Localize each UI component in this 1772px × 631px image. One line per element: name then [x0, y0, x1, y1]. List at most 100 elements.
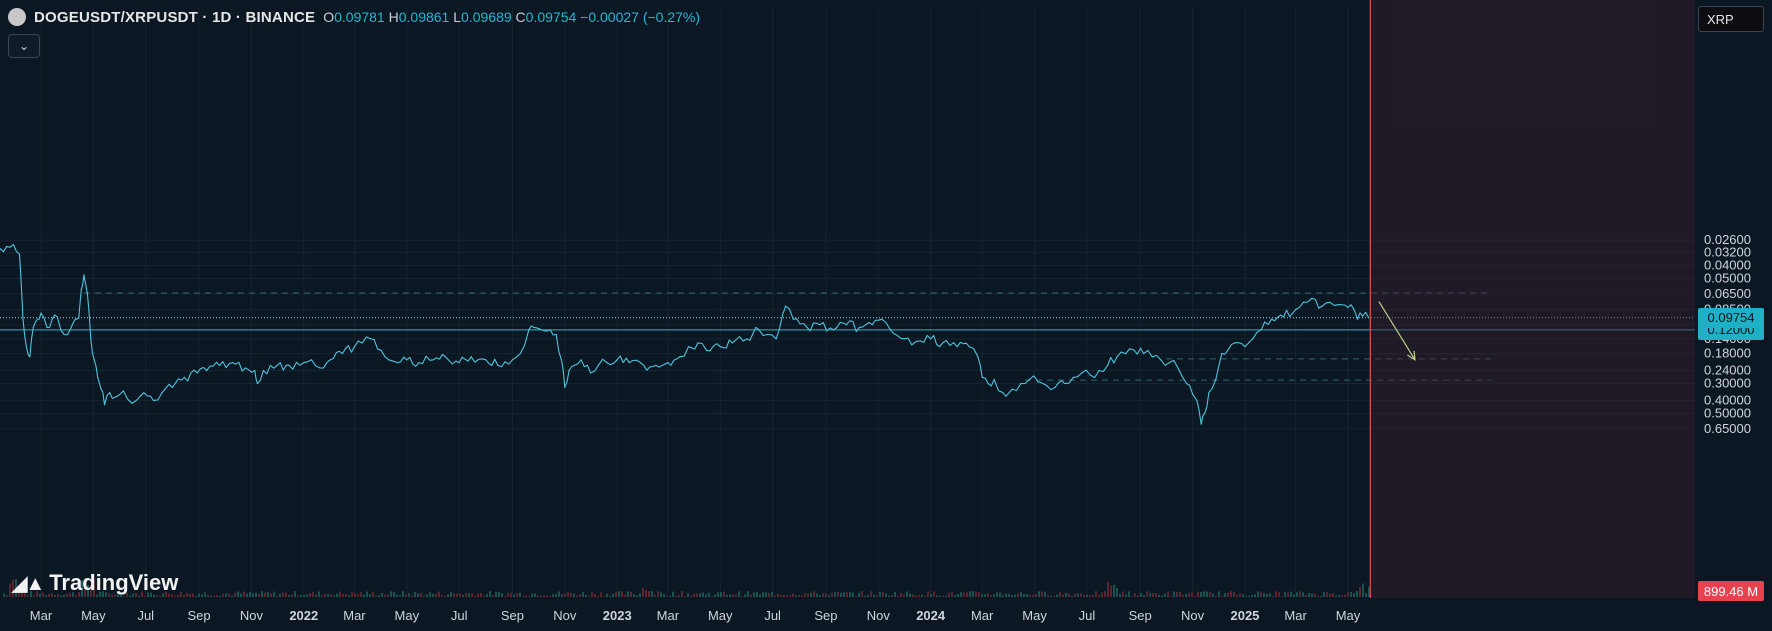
volume-bar	[1230, 591, 1232, 597]
volume-bar	[996, 592, 998, 597]
data-point	[1045, 384, 1048, 387]
volume-bar	[1251, 594, 1253, 597]
volume-bar	[363, 594, 365, 597]
data-point	[25, 346, 28, 348]
volume-bar	[750, 594, 752, 597]
volume-bar	[936, 595, 938, 597]
data-point	[784, 305, 787, 307]
volume-bar	[744, 594, 746, 597]
volume-bar	[1287, 592, 1289, 597]
volume-bar	[1206, 591, 1208, 597]
volume-bar	[1110, 585, 1112, 597]
tradingview-logo[interactable]: ◢▲ TradingView	[12, 570, 178, 596]
data-point	[86, 293, 88, 295]
volume-bar	[657, 591, 659, 597]
horizontal-levels	[0, 317, 1695, 331]
volume-bar	[1125, 594, 1127, 597]
data-point	[1098, 369, 1100, 372]
volume-bar	[1311, 593, 1313, 597]
data-point	[533, 326, 535, 328]
data-point	[444, 356, 447, 358]
volume-bar	[1023, 593, 1025, 597]
volume-bar	[1107, 581, 1109, 597]
volume-bar	[1146, 591, 1148, 597]
volume-bar	[99, 591, 101, 597]
volume-bar	[366, 591, 368, 597]
volume-bar	[678, 595, 680, 597]
axis-currency-button[interactable]: XRP	[1698, 6, 1764, 32]
volume-bar	[1368, 586, 1370, 597]
data-point	[1133, 349, 1135, 351]
legend-toggle-button[interactable]: ⌄	[8, 34, 40, 58]
x-tick-label: Mar	[1284, 608, 1307, 623]
volume-bar	[60, 595, 62, 597]
volume-bar	[792, 593, 794, 597]
volume-bar	[207, 594, 209, 597]
volume-bar	[1089, 595, 1091, 597]
y-tick-label: 0.50000	[1704, 405, 1751, 420]
volume-bar	[1104, 591, 1106, 597]
volume-bar	[1278, 592, 1280, 597]
data-point	[833, 329, 835, 331]
volume-bar	[1221, 595, 1223, 597]
volume-bar	[282, 592, 284, 597]
volume-bar	[15, 578, 17, 597]
volume-bar	[615, 592, 617, 597]
volume-bar	[330, 594, 332, 597]
data-point	[1329, 301, 1331, 303]
volume-bar	[1227, 592, 1229, 597]
volume-bar	[1269, 593, 1271, 597]
high-value: 0.09861	[398, 9, 450, 25]
x-tick-label: May	[1336, 608, 1361, 623]
volume-bar	[918, 595, 920, 597]
volume-bar	[1056, 594, 1058, 597]
data-point	[1227, 349, 1229, 351]
volume-bar	[567, 592, 569, 597]
data-point	[981, 376, 983, 378]
data-point	[511, 359, 514, 361]
volume-bar	[588, 595, 590, 597]
data-point	[63, 333, 65, 336]
y-tick-label: 0.30000	[1704, 376, 1751, 391]
data-point	[1116, 356, 1118, 358]
data-point	[1064, 382, 1066, 385]
volume-bar	[438, 591, 440, 597]
volume-bar	[1308, 593, 1310, 597]
volume-bar	[1044, 591, 1046, 597]
volume-bar	[210, 595, 212, 597]
volume-bar	[768, 593, 770, 597]
data-point	[256, 382, 259, 385]
volume-bar	[624, 594, 626, 597]
volume-bar	[465, 593, 467, 597]
future-region	[1370, 0, 1695, 598]
volume-bar	[696, 593, 698, 597]
volume-bar	[960, 592, 962, 597]
volume-bar	[153, 594, 155, 597]
volume-bar	[357, 594, 359, 597]
volume-bar	[216, 595, 218, 597]
volume-bar	[1116, 587, 1118, 597]
volume-bar	[156, 595, 158, 597]
close-label: C	[515, 9, 526, 25]
data-point	[276, 364, 278, 366]
data-point	[819, 324, 821, 326]
data-point	[329, 359, 331, 361]
data-point	[12, 243, 15, 246]
symbol-title[interactable]: DOGEUSDT/XRPUSDT · 1D · BINANCE	[34, 8, 316, 26]
data-point	[1221, 353, 1223, 355]
volume-bar	[864, 595, 866, 597]
volume-bar	[720, 592, 722, 597]
volume-bar	[600, 592, 602, 597]
volume-bar	[441, 594, 443, 597]
volume-bar	[432, 593, 434, 597]
time-axis-background[interactable]	[0, 598, 1695, 631]
volume-bar	[1284, 592, 1286, 597]
volume-bar	[1020, 592, 1022, 597]
volume-bar	[279, 593, 281, 597]
volume-bar	[411, 595, 413, 597]
data-point	[470, 356, 472, 358]
data-point	[858, 326, 860, 328]
volume-bar	[315, 594, 317, 597]
volume-bar	[585, 594, 587, 597]
